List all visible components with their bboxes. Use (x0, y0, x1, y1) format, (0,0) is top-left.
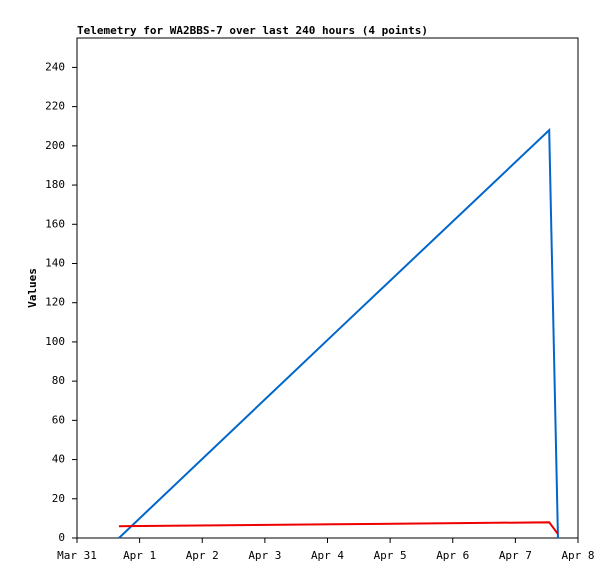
x-tick-label: Apr 2 (186, 549, 219, 562)
series-line (118, 127, 559, 539)
x-tick-label: Apr 3 (248, 549, 281, 562)
x-tick-label: Apr 7 (499, 549, 532, 562)
y-axis-label: Values (26, 268, 39, 308)
x-tick-label: Mar 31 (57, 549, 97, 562)
y-tick-label: 80 (52, 374, 65, 387)
x-tick-label: Apr 4 (311, 549, 344, 562)
y-tick-label: 220 (45, 100, 65, 113)
x-tick-label: Apr 6 (436, 549, 469, 562)
y-tick-label: 180 (45, 178, 65, 191)
y-tick-label: 0 (58, 531, 65, 544)
x-tick-label: Apr 1 (123, 549, 156, 562)
y-tick-label: 60 (52, 413, 65, 426)
plot-frame (76, 37, 579, 539)
x-tick-label: Apr 5 (374, 549, 407, 562)
chart-title: Telemetry for WA2BBS-7 over last 240 hou… (77, 24, 428, 37)
y-tick-label: 40 (52, 453, 65, 466)
y-tick-label: 100 (45, 335, 65, 348)
series-line (118, 521, 559, 535)
y-tick-label: 140 (45, 256, 65, 269)
y-tick-label: 160 (45, 217, 65, 230)
x-tick-label: Apr 8 (561, 549, 594, 562)
y-tick-label: 120 (45, 296, 65, 309)
y-tick-label: 240 (45, 60, 65, 73)
y-tick-label: 20 (52, 492, 65, 505)
y-tick-label: 200 (45, 139, 65, 152)
